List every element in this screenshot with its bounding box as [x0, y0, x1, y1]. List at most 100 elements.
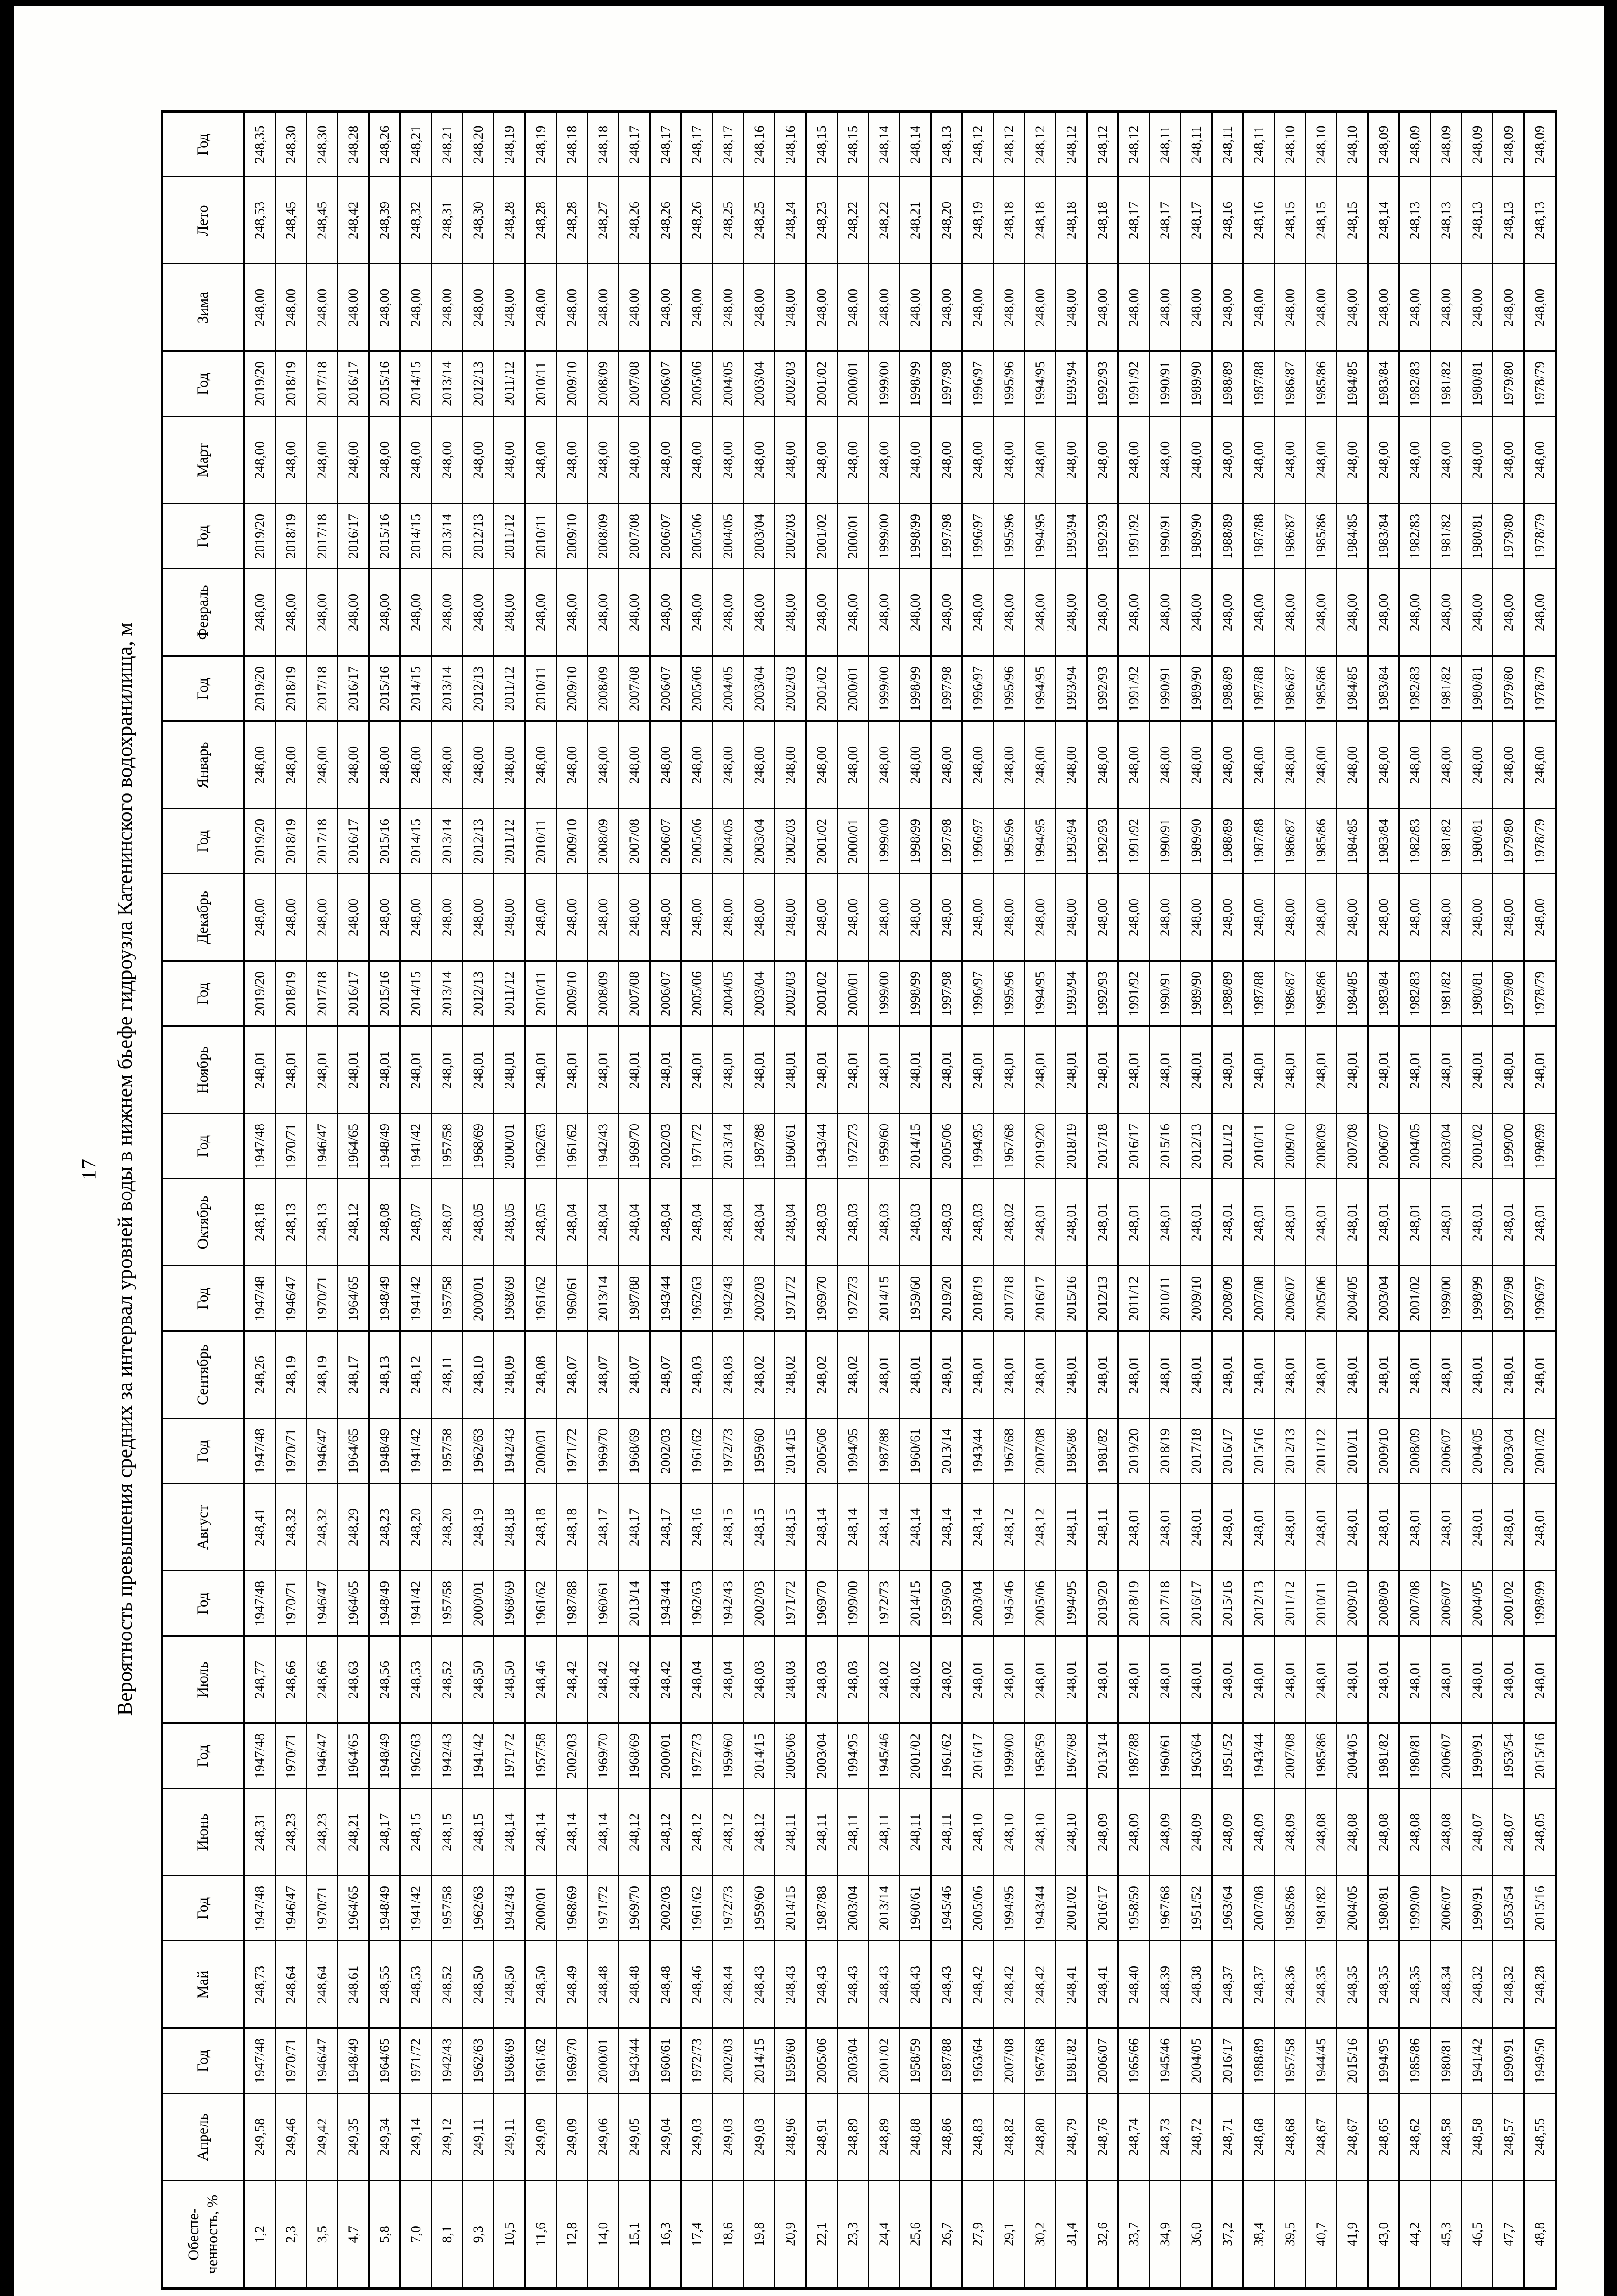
cell-december: 248,00 [837, 874, 869, 961]
cell-september_year: 2002/03 [743, 1266, 775, 1331]
cell-july_year: 1941/42 [400, 1571, 432, 1636]
cell-may: 248,64 [275, 1941, 307, 2028]
cell-july: 248,01 [1118, 1636, 1150, 1723]
cell-august: 248,14 [962, 1484, 994, 1571]
cell-december: 248,00 [337, 874, 369, 961]
cell-year_total: 248,15 [837, 112, 869, 177]
cell-august: 248,01 [1274, 1484, 1306, 1571]
cell-october: 248,04 [587, 1179, 619, 1266]
cell-february_year: 1993/94 [1056, 504, 1087, 569]
header-september_year: Год [162, 1266, 244, 1331]
cell-january: 248,00 [775, 721, 806, 809]
cell-july: 248,01 [962, 1636, 994, 1723]
table-row: 43,0 248,65 1994/95 248,35 1980/81 248,08 1981… [1368, 112, 1399, 2289]
cell-april: 248,88 [899, 2093, 931, 2181]
cell-june_year: 1990/91 [1461, 1723, 1493, 1789]
cell-march: 248,00 [1399, 416, 1431, 504]
cell-march: 248,00 [1430, 416, 1462, 504]
cell-july: 248,01 [1493, 1636, 1524, 1723]
cell-summer: 248,16 [1243, 177, 1275, 264]
cell-november_year: 2007/08 [618, 961, 650, 1026]
cell-july: 248,03 [743, 1636, 775, 1723]
cell-november: 248,01 [1274, 1026, 1306, 1114]
cell-june: 248,08 [1399, 1789, 1431, 1876]
cell-november_year: 2000/01 [837, 961, 869, 1026]
cell-march_year: 1993/94 [1056, 351, 1087, 416]
cell-july: 248,42 [650, 1636, 681, 1723]
cell-july: 248,01 [1430, 1636, 1462, 1723]
cell-probability: 24,4 [868, 2181, 900, 2289]
cell-august_year: 2017/18 [1180, 1418, 1212, 1484]
cell-october: 248,05 [462, 1179, 494, 1266]
cell-april: 248,55 [1524, 2093, 1556, 2181]
cell-summer: 248,30 [462, 177, 494, 264]
cell-may_year: 2013/14 [868, 1876, 900, 1941]
table-row: 5,8 249,34 1964/65 248,55 1948/49 248,17 1948/… [369, 112, 400, 2289]
cell-january: 248,00 [1056, 721, 1087, 809]
cell-august_year: 1942/43 [494, 1418, 525, 1484]
cell-april_year: 1987/88 [931, 2028, 962, 2093]
cell-january: 248,00 [1524, 721, 1556, 809]
cell-november: 248,01 [1493, 1026, 1524, 1114]
cell-year_total: 248,20 [462, 112, 494, 177]
cell-june_year: 2000/01 [650, 1723, 681, 1789]
cell-december_year: 1982/83 [1399, 809, 1431, 874]
cell-october: 248,01 [1336, 1179, 1368, 1266]
cell-may_year: 2001/02 [1056, 1876, 1087, 1941]
cell-september_year: 1941/42 [400, 1266, 432, 1331]
cell-september: 248,12 [400, 1331, 432, 1418]
cell-october: 248,05 [494, 1179, 525, 1266]
cell-september: 248,01 [868, 1331, 900, 1418]
cell-january_year: 1978/79 [1524, 656, 1556, 721]
table-row: 38,4 248,68 1988/89 248,37 2007/08 248,09 1943… [1243, 112, 1275, 2289]
cell-february_year: 2009/10 [556, 504, 588, 569]
cell-may: 248,35 [1399, 1941, 1431, 2028]
cell-probability: 32,6 [1087, 2181, 1118, 2289]
cell-summer: 248,24 [775, 177, 806, 264]
cell-september: 248,01 [1336, 1331, 1368, 1418]
cell-april_year: 1944/45 [1305, 2028, 1337, 2093]
cell-november: 248,01 [1118, 1026, 1150, 1114]
cell-august: 248,20 [400, 1484, 432, 1571]
cell-july_year: 2019/20 [1087, 1571, 1118, 1636]
cell-summer: 248,17 [1118, 177, 1150, 264]
cell-january_year: 1991/92 [1118, 656, 1150, 721]
cell-february: 248,00 [837, 569, 869, 656]
cell-may_year: 2016/17 [1087, 1876, 1118, 1941]
cell-december: 248,00 [868, 874, 900, 961]
cell-april_year: 1947/48 [244, 2028, 275, 2093]
cell-november_year: 1999/00 [868, 961, 900, 1026]
cell-april: 248,71 [1212, 2093, 1243, 2181]
cell-april_year: 1945/46 [1149, 2028, 1181, 2093]
cell-april_year: 1958/59 [899, 2028, 931, 2093]
cell-september: 248,01 [1118, 1331, 1150, 1418]
cell-probability: 27,9 [962, 2181, 994, 2289]
cell-january: 248,00 [1336, 721, 1368, 809]
cell-october: 248,04 [556, 1179, 588, 1266]
cell-march_year: 1980/81 [1461, 351, 1493, 416]
cell-november_year: 1987/88 [1243, 961, 1275, 1026]
cell-april: 249,09 [556, 2093, 588, 2181]
cell-november: 248,01 [587, 1026, 619, 1114]
cell-october_year: 1968/69 [462, 1114, 494, 1179]
cell-november: 248,01 [931, 1026, 962, 1114]
cell-august: 248,18 [494, 1484, 525, 1571]
cell-june_year: 1970/71 [275, 1723, 307, 1789]
header-december_year: Год [162, 809, 244, 874]
cell-march_year: 2000/01 [837, 351, 869, 416]
cell-january_year: 1987/88 [1243, 656, 1275, 721]
cell-march: 248,00 [1087, 416, 1118, 504]
cell-june: 248,15 [431, 1789, 463, 1876]
cell-probability: 34,9 [1149, 2181, 1181, 2289]
cell-may: 248,43 [931, 1941, 962, 2028]
cell-march_year: 2014/15 [400, 351, 432, 416]
cell-march_year: 2012/13 [462, 351, 494, 416]
cell-october_year: 1969/70 [618, 1114, 650, 1179]
cell-winter: 248,00 [275, 264, 307, 351]
cell-november: 248,01 [244, 1026, 275, 1114]
table-row: 33,7 248,74 1965/66 248,40 1958/59 248,09 1987… [1118, 112, 1150, 2289]
cell-october: 248,04 [775, 1179, 806, 1266]
cell-march_year: 1985/86 [1305, 351, 1337, 416]
cell-september: 248,10 [462, 1331, 494, 1418]
cell-march_year: 2005/06 [681, 351, 713, 416]
